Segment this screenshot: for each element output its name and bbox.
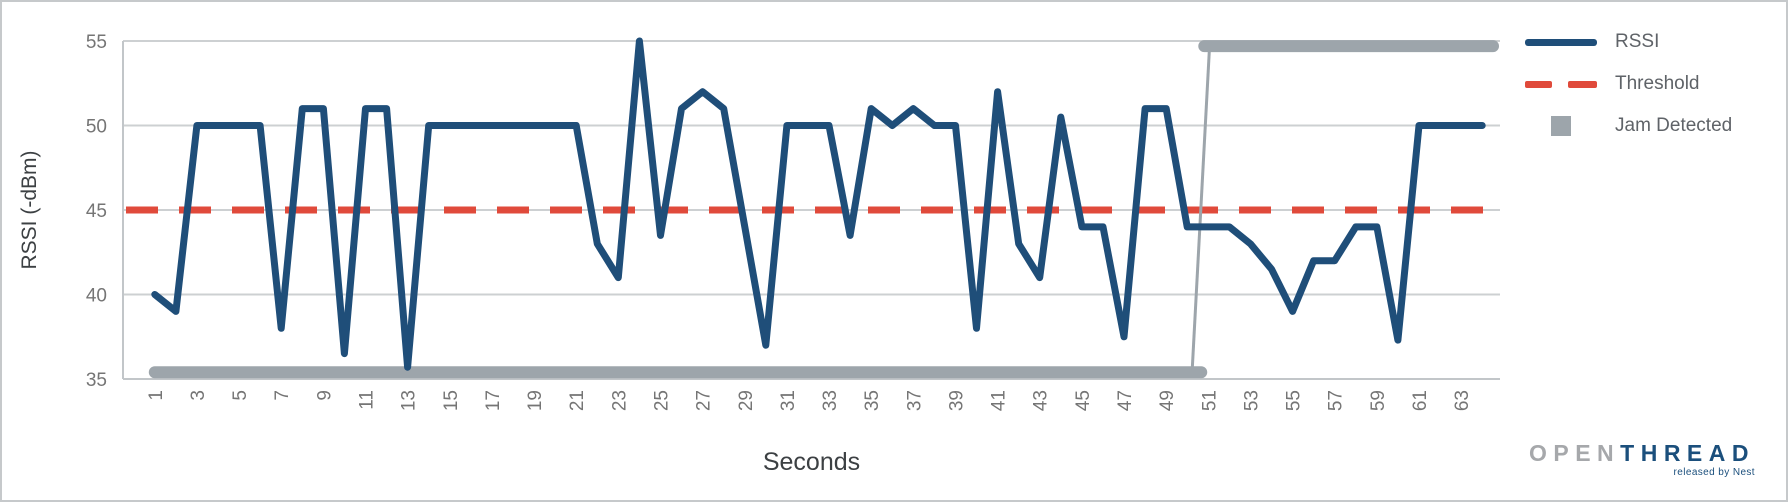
y-tick-label: 40 (86, 286, 107, 307)
x-tick-label: 17 (483, 390, 504, 411)
y-tick-label: 50 (86, 117, 107, 138)
logo-tagline: released by Nest (1673, 467, 1755, 478)
jam-swatch-box (1525, 116, 1597, 136)
x-tick-label: 39 (946, 390, 967, 411)
rssi-line-swatch-icon (1525, 38, 1597, 46)
legend-item-jam-detected: Jam Detected (1525, 105, 1732, 147)
y-tick-label: 55 (86, 32, 107, 53)
y-axis-title: RSSI (-dBm) (18, 150, 41, 269)
threshold-swatch-box (1525, 80, 1597, 88)
x-tick-label: 59 (1368, 390, 1389, 411)
x-tick-label: 35 (862, 390, 883, 411)
x-tick-label: 53 (1241, 390, 1262, 411)
x-tick-label: 7 (272, 390, 293, 401)
x-tick-label: 27 (694, 390, 715, 411)
x-tick-label: 55 (1284, 390, 1305, 411)
x-tick-label: 9 (314, 390, 335, 401)
x-tick-label: 49 (1157, 390, 1178, 411)
x-tick-label: 19 (525, 390, 546, 411)
x-tick-label: 11 (357, 390, 378, 410)
legend-label-jam-detected: Jam Detected (1615, 115, 1733, 136)
x-tick-label: 47 (1115, 390, 1136, 411)
rssi-swatch-box (1525, 38, 1597, 46)
threshold-dash-a (1525, 80, 1552, 88)
x-tick-label: 61 (1410, 390, 1431, 411)
openthread-logo-wordmark: OPENTHREAD (1529, 442, 1755, 465)
x-axis-title: Seconds (763, 448, 860, 476)
x-tick-label: 21 (567, 390, 588, 411)
x-tick-label: 41 (989, 390, 1010, 411)
x-tick-label: 13 (399, 390, 420, 411)
x-tick-label: 31 (778, 390, 799, 411)
jam-transition-line (1190, 50, 1211, 370)
x-tick-label: 37 (904, 390, 925, 411)
x-tick-label: 33 (820, 390, 841, 411)
x-tick-label: 63 (1452, 390, 1473, 411)
x-tick-label: 25 (651, 390, 672, 411)
legend-item-rssi: RSSI (1525, 21, 1732, 63)
jam-square-swatch-icon (1551, 116, 1571, 136)
logo-open-text: OPEN (1528, 440, 1621, 466)
logo-thread-text: THREAD (1620, 440, 1755, 466)
x-tick-label: 5 (230, 390, 251, 401)
rssi-line (151, 37, 1486, 371)
y-tick-label: 45 (86, 201, 107, 222)
x-tick-label: 29 (736, 390, 757, 411)
x-tick-label: 45 (1073, 390, 1094, 411)
openthread-logo: OPENTHREAD released by Nest (1529, 442, 1755, 478)
legend-label-threshold: Threshold (1615, 73, 1700, 94)
x-tick-label: 51 (1199, 390, 1220, 411)
x-tick-label: 15 (441, 390, 462, 411)
x-tick-label: 57 (1326, 390, 1347, 411)
x-tick-label: 1 (146, 390, 167, 401)
threshold-dash-b (1568, 80, 1597, 88)
legend-label-rssi: RSSI (1615, 31, 1660, 52)
threshold-dash-swatch-icon (1525, 80, 1597, 88)
x-tick-label: 43 (1031, 390, 1052, 411)
y-tick-label: 35 (86, 370, 107, 391)
legend-item-threshold: Threshold (1525, 63, 1732, 105)
x-tick-label: 3 (188, 390, 209, 401)
x-tick-label: 23 (609, 390, 630, 411)
legend: RSSI Threshold Jam Detected (1525, 21, 1732, 147)
